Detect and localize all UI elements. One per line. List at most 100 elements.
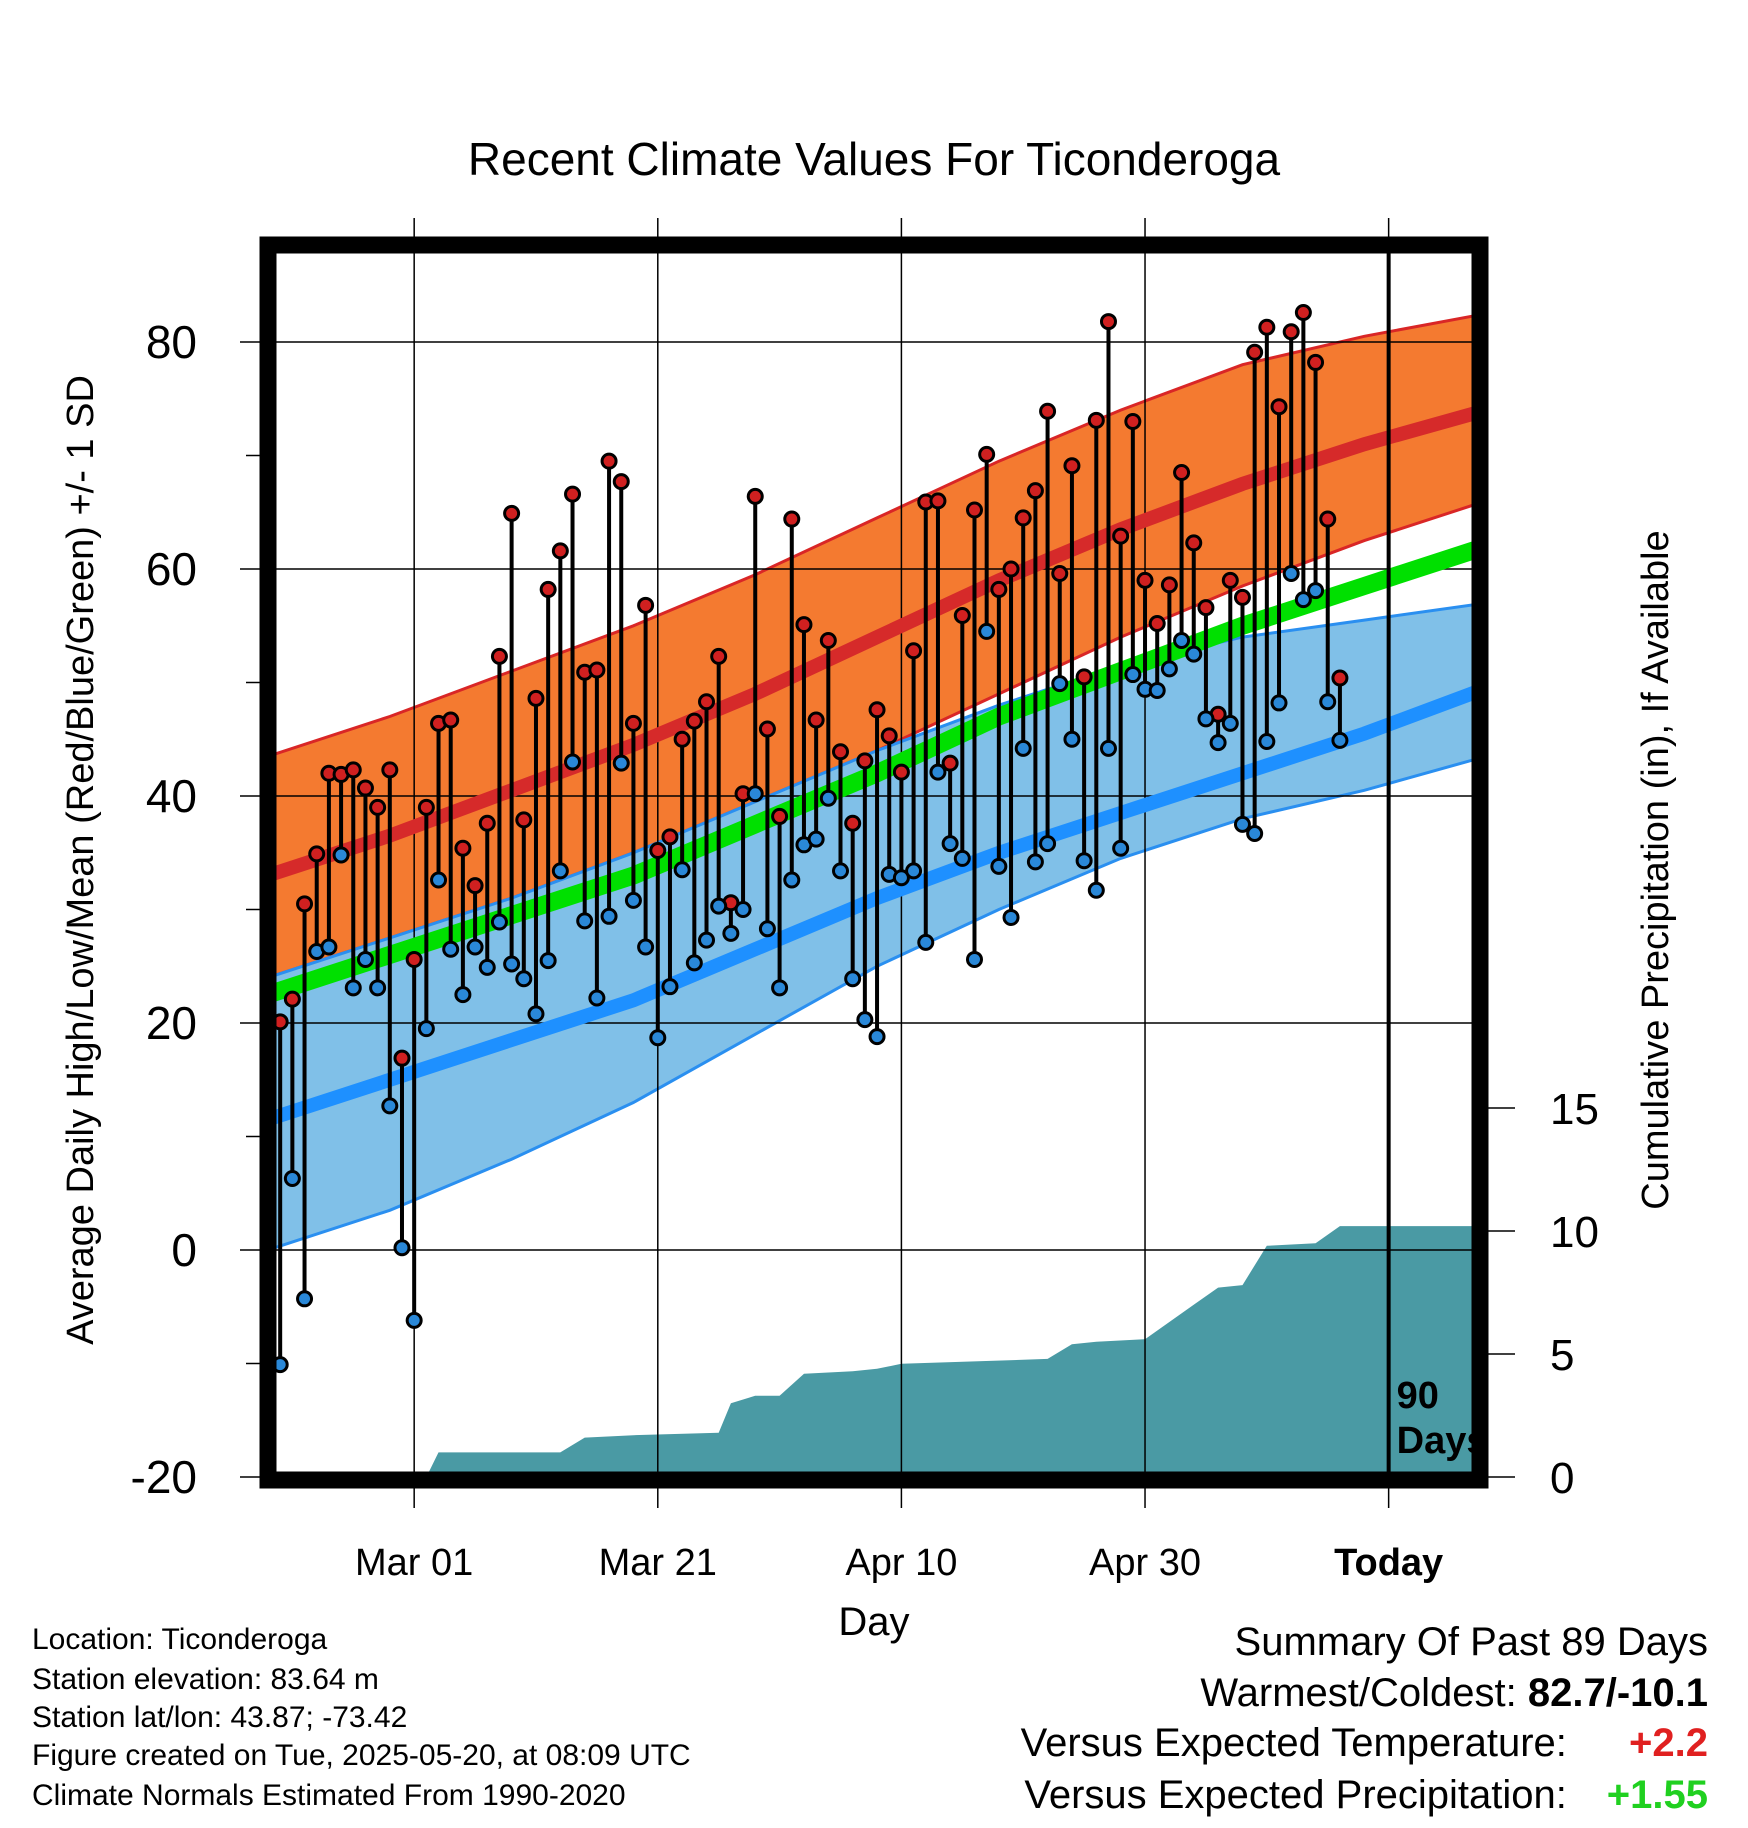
daily-low-point	[503, 955, 521, 973]
today-days-label: Days	[1397, 1420, 1488, 1462]
daily-low-point	[356, 950, 374, 968]
daily-high-point	[1221, 571, 1239, 589]
daily-high-point	[880, 727, 898, 745]
daily-high-point	[296, 895, 314, 913]
summary-warmest-value: 82.7/-10.1	[1527, 1671, 1708, 1715]
daily-low-point	[637, 938, 655, 956]
daily-low-point	[1197, 710, 1215, 728]
daily-low-point	[771, 979, 789, 997]
y-axis-label: Average Daily High/Low/Mean (Red/Blue/Gr…	[60, 375, 102, 1345]
daily-low-point	[1282, 565, 1300, 583]
daily-high-point	[454, 839, 472, 857]
daily-low-point	[1002, 908, 1020, 926]
daily-low-point	[417, 1020, 435, 1038]
daily-low-point	[283, 1169, 301, 1187]
daily-low-point	[1221, 714, 1239, 732]
daily-high-point	[490, 647, 508, 665]
daily-low-point	[588, 989, 606, 1007]
daily-low-point	[466, 938, 484, 956]
summary-warmest-label: Warmest/Coldest:	[1200, 1671, 1517, 1715]
daily-high-point	[771, 807, 789, 825]
y2-tick-label: 5	[1550, 1331, 1574, 1380]
daily-low-point	[1087, 881, 1105, 899]
daily-high-point	[1124, 412, 1142, 430]
y-tick-label: 40	[146, 770, 197, 822]
daily-low-point	[917, 933, 935, 951]
y-tick-label: 0	[171, 1224, 197, 1276]
x-tick-label: Apr 30	[1089, 1542, 1201, 1584]
daily-low-point	[1063, 730, 1081, 748]
daily-low-point	[868, 1028, 886, 1046]
daily-high-point	[624, 714, 642, 732]
daily-low-point	[965, 950, 983, 968]
daily-high-point	[1246, 343, 1264, 361]
daily-high-point	[661, 828, 679, 846]
daily-high-point	[393, 1049, 411, 1067]
daily-high-point	[1331, 669, 1349, 687]
daily-low-point	[661, 978, 679, 996]
x-tick-label: Mar 01	[355, 1542, 473, 1584]
daily-low-point	[490, 913, 508, 931]
daily-low-point	[1246, 824, 1264, 842]
daily-high-point	[856, 752, 874, 770]
daily-high-point	[612, 473, 630, 491]
daily-high-point	[1026, 482, 1044, 500]
daily-low-point	[856, 1011, 874, 1029]
daily-high-point	[929, 492, 947, 510]
daily-high-point	[1345, 0, 1359, 7]
daily-high-point	[990, 580, 1008, 598]
daily-low-point	[1148, 681, 1166, 699]
y-tick-label: 60	[146, 543, 197, 595]
daily-low-point	[454, 986, 472, 1004]
daily-low-point	[527, 1005, 545, 1023]
daily-low-point	[405, 1311, 423, 1329]
normal-high-line	[268, 404, 1480, 883]
daily-high-point	[1075, 668, 1093, 686]
daily-low-point	[369, 979, 387, 997]
daily-low-point	[685, 954, 703, 972]
daily-low-point	[1209, 734, 1227, 752]
daily-low-point	[1294, 591, 1312, 609]
daily-high-point	[1185, 534, 1203, 552]
daily-high-point	[746, 487, 764, 505]
daily-low-point	[381, 1097, 399, 1115]
daily-high-point	[1087, 411, 1105, 429]
daily-high-point	[1282, 323, 1300, 341]
daily-high-point	[844, 814, 862, 832]
daily-high-point	[588, 661, 606, 679]
daily-high-point	[369, 798, 387, 816]
daily-low-point	[1051, 675, 1069, 693]
daily-high-point	[1197, 599, 1215, 617]
daily-low-point	[1160, 660, 1178, 678]
info-created: Figure created on Tue, 2025-05-20, at 08…	[32, 1739, 691, 1772]
y2-tick-label: 0	[1550, 1454, 1574, 1503]
summary-precip-value: +1.55	[1606, 1773, 1708, 1817]
daily-high-point	[1307, 353, 1325, 371]
daily-high-point	[1136, 571, 1154, 589]
summary-warmest: Warmest/Coldest: 82.7/-10.1	[1200, 1673, 1708, 1713]
daily-low-point	[1258, 733, 1276, 751]
daily-high-point	[783, 510, 801, 528]
daily-low-point	[649, 1029, 667, 1047]
daily-high-point	[1039, 402, 1057, 420]
daily-high-point	[1173, 464, 1191, 482]
daily-high-point	[1014, 509, 1032, 527]
high-sd-upper-line	[268, 313, 1480, 758]
x-tick-label: Apr 10	[845, 1542, 957, 1584]
daily-high-point	[978, 445, 996, 463]
y2-tick-label: 10	[1550, 1208, 1599, 1257]
daily-low-point	[551, 862, 569, 880]
daily-high-point	[564, 485, 582, 503]
daily-high-point	[832, 743, 850, 761]
daily-high-point	[539, 580, 557, 598]
daily-low-point	[539, 952, 557, 970]
daily-high-point	[1051, 565, 1069, 583]
daily-high-point	[527, 689, 545, 707]
daily-low-point	[1075, 852, 1093, 870]
daily-low-point	[1173, 632, 1191, 650]
daily-high-point	[685, 712, 703, 730]
daily-high-point	[941, 754, 959, 772]
daily-high-point	[356, 779, 374, 797]
